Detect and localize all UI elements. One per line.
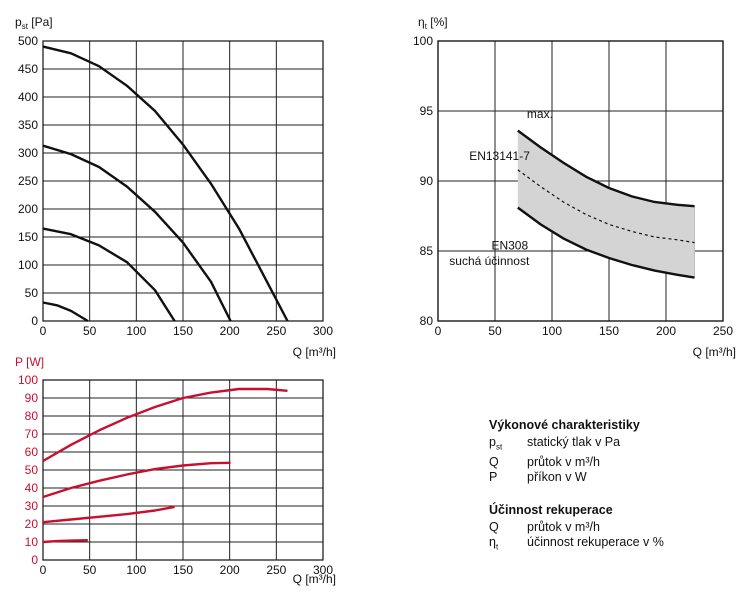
y-tick-label: 90 [25,391,39,405]
legend-title-performance: Výkonové charakteristiky [489,418,640,432]
annotation-max: max. [527,107,553,121]
y-axis-label: P [W] [15,355,44,369]
y-tick-label: 90 [420,174,434,188]
annotation-dry-efficiency: suchá účinnost [449,254,530,268]
pressure-curve-1 [42,45,289,322]
plot-frame [42,40,324,322]
x-tick-label: 200 [220,324,240,338]
x-tick-label: 150 [173,324,193,338]
pressure-curve-2 [42,144,232,322]
x-tick-label: 300 [313,563,333,577]
legend-box: Výkonové charakteristiky pst statický tl… [489,418,729,554]
efficiency-upper-curve [517,129,695,208]
x-axis-label: Q [m³/h] [293,572,336,586]
x-tick-label: 150 [599,324,619,338]
x-tick-label: 200 [220,563,240,577]
y-tick-label: 450 [18,62,38,76]
legend-row-pst: pst statický tlak v Pa [489,435,729,455]
legend-symbol: ηt [489,534,499,552]
y-tick-label: 80 [25,409,39,423]
x-tick-label: 100 [126,324,146,338]
legend-row-eta: ηt účinnost rekuperace v % [489,535,729,555]
annotation-en13141: EN13141-7 [469,149,530,163]
y-tick-label: 500 [18,34,38,48]
y-tick-label: 95 [420,104,434,118]
x-tick-label: 50 [488,324,502,338]
x-tick-label: 0 [40,324,47,338]
y-tick-label: 100 [413,34,433,48]
x-tick-label: 50 [83,563,97,577]
y-tick-label: 0 [31,314,38,328]
x-tick-label: 300 [313,324,333,338]
y-tick-label: 20 [25,517,39,531]
legend-symbol: P [489,469,498,484]
efficiency-band [517,130,695,278]
power-curve-4 [42,539,88,544]
y-tick-label: 40 [25,481,39,495]
y-tick-label: 0 [31,553,38,567]
y-tick-label: 70 [25,427,39,441]
plot-frame [437,40,724,322]
legend-description: statický tlak v Pa [527,435,621,449]
legend-description: průtok v m³/h [527,454,600,469]
annotation-en308: EN308 [491,239,528,253]
power-curve-2 [42,461,231,499]
x-tick-label: 0 [40,563,47,577]
x-tick-label: 200 [656,324,676,338]
x-tick-label: 250 [713,324,733,338]
y-tick-label: 10 [25,535,39,549]
legend-title-recovery: Účinnost rekuperace [489,502,613,517]
y-axis-label: pst [Pa] [15,15,53,31]
y-tick-label: 60 [25,445,39,459]
y-tick-label: 50 [25,286,39,300]
x-tick-label: 100 [542,324,562,338]
legend-row-p: P příkon v W [489,470,729,485]
efficiency-en13141-curve [517,169,695,244]
y-tick-label: 80 [420,314,434,328]
y-tick-label: 400 [18,90,38,104]
x-tick-label: 100 [126,563,146,577]
x-axis-label: Q [m³/h] [293,345,336,359]
pressure-curve-4 [42,301,89,323]
x-tick-label: 0 [435,324,442,338]
y-tick-label: 30 [25,499,39,513]
legend-description: průtok v m³/h [527,519,600,534]
y-tick-label: 100 [18,258,38,272]
y-tick-label: 250 [18,174,38,188]
efficiency-lower-curve [517,206,695,279]
legend-symbol: Q [489,454,499,469]
legend-symbol: Q [489,519,499,534]
power-curve-1 [42,387,288,463]
legend-description: účinnost rekuperace v % [527,534,664,549]
y-tick-label: 50 [25,463,39,477]
x-tick-label: 250 [266,563,286,577]
x-axis-label: Q [m³/h] [693,345,736,359]
power-curve-3 [42,505,175,524]
y-tick-label: 350 [18,118,38,132]
y-tick-label: 100 [18,373,38,387]
x-tick-label: 250 [266,324,286,338]
legend-description: příkon v W [527,469,587,484]
x-tick-label: 50 [83,324,97,338]
y-tick-label: 300 [18,146,38,160]
x-tick-label: 150 [173,563,193,577]
y-tick-label: 200 [18,202,38,216]
y-tick-label: 85 [420,244,434,258]
y-axis-label: ηt [%] [418,15,448,31]
legend-row-q2: Q průtok v m³/h [489,520,729,535]
legend-row-q: Q průtok v m³/h [489,455,729,470]
plot-frame [42,379,324,561]
y-tick-label: 150 [18,230,38,244]
pressure-curve-3 [42,227,176,322]
legend-symbol: pst [489,435,503,452]
